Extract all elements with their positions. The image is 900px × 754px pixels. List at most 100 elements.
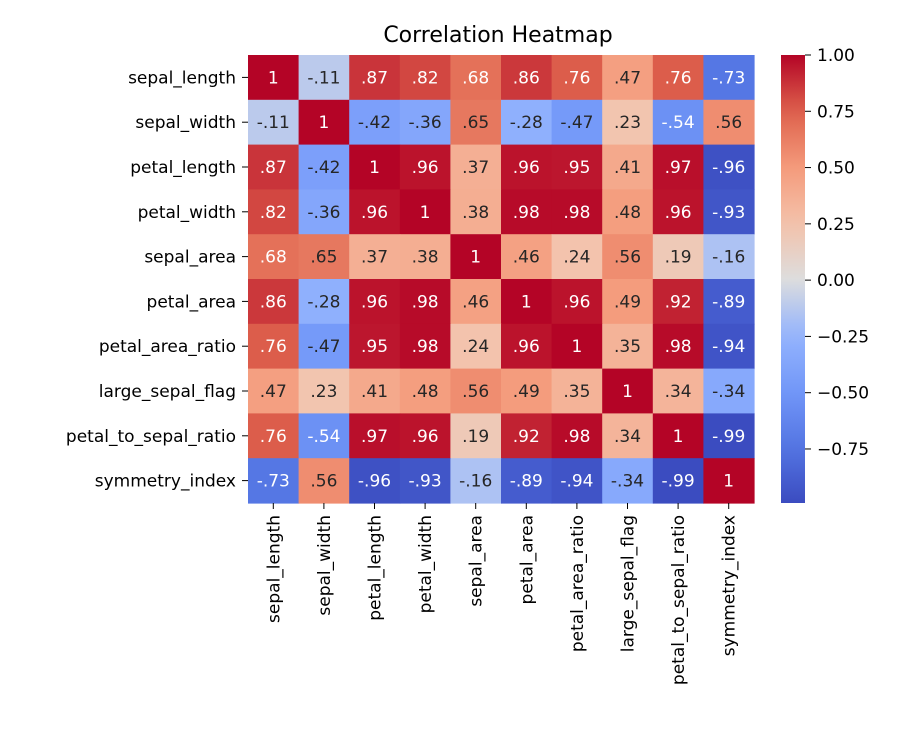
heatmap-cell (703, 189, 755, 235)
heatmap-cell (298, 189, 350, 235)
colorbar-tick-label: 0.75 (817, 102, 855, 122)
heatmap-cell (349, 323, 401, 370)
heatmap-cell (298, 279, 350, 325)
heatmap-cell (501, 55, 553, 101)
heatmap-cell (399, 55, 451, 101)
cell-value-label: .97 (361, 427, 388, 447)
cell-value-label: .47 (260, 382, 287, 402)
heatmap-cell (703, 144, 755, 190)
heatmap-cell (703, 323, 755, 370)
cell-value-label: .96 (563, 292, 590, 312)
cell-value-label: .96 (665, 203, 692, 223)
cell-value-label: -.89 (510, 472, 543, 492)
cell-value-label: .48 (412, 382, 439, 402)
heatmap-cell (703, 458, 755, 504)
cell-value-label: .76 (260, 337, 287, 357)
heatmap-cell (602, 368, 654, 414)
colorbar-tick-label: 0.50 (817, 159, 855, 179)
heatmap-cell (248, 413, 300, 459)
cell-value-label: .96 (412, 427, 439, 447)
cell-value-label: .47 (614, 68, 641, 88)
cell-value-label: -.11 (257, 113, 290, 133)
y-axis: sepal_length sepal_width petal_lengthpetal… (66, 68, 248, 492)
cell-value-label: -.47 (560, 113, 593, 133)
cell-value-label: .41 (614, 158, 641, 178)
chart-title: Correlation Heatmap (383, 23, 612, 48)
heatmap-cell (602, 189, 654, 235)
cell-value-label: .98 (665, 337, 692, 357)
cell-value-label: -.99 (662, 472, 695, 492)
heatmap-cell (652, 99, 704, 146)
cell-value-label: .49 (614, 292, 641, 312)
heatmap-cell (248, 368, 300, 414)
heatmap-cell (551, 55, 603, 101)
cell-value-label: .19 (665, 248, 692, 268)
cell-value-label: .96 (513, 337, 540, 357)
colorbar-tick-label: 0.25 (817, 215, 855, 235)
cell-value-label: 1 (470, 248, 481, 268)
cell-value-label: .49 (513, 382, 540, 402)
y-tick-label: large_sepal_flag (99, 382, 236, 402)
cell-value-label: -.89 (712, 292, 745, 312)
cell-value-label: -.42 (358, 113, 391, 133)
cell-value-label: -.42 (307, 158, 340, 178)
heatmap-cell (652, 323, 704, 370)
heatmap-cell (349, 279, 401, 325)
heatmap-cell (349, 189, 401, 235)
cell-value-label: .65 (310, 248, 337, 268)
y-tick-label: petal_width (138, 203, 236, 223)
heatmap-cell (551, 279, 603, 325)
heatmap-cell (551, 458, 603, 504)
heatmap-cell (399, 279, 451, 325)
heatmap-cell (602, 144, 654, 190)
cell-value-label: -.36 (409, 113, 442, 133)
cell-value-label: .92 (513, 427, 540, 447)
heatmap-cell (298, 368, 350, 414)
y-tick-label: sepal_length (128, 68, 236, 88)
heatmap-cell (501, 323, 553, 370)
y-tick-label: petal_area (147, 292, 236, 312)
x-tick-label: petal_to_sepal_ratio (669, 515, 689, 685)
cell-value-label: .68 (260, 248, 287, 268)
heatmap-cell-labels: 1 -.11.87.82.68.86.76.47.76 -.73-.11 1 -.42-… (257, 68, 746, 491)
heatmap-cell (450, 234, 502, 280)
cell-value-label: .96 (361, 203, 388, 223)
cell-value-label: .98 (563, 203, 590, 223)
x-tick-label: petal_length (366, 515, 386, 621)
x-tick-label: petal_area_ratio (568, 515, 588, 652)
cell-value-label: -.99 (712, 427, 745, 447)
cell-value-label: -.28 (510, 113, 543, 133)
cell-value-label: -.93 (712, 203, 745, 223)
heatmap-cell (248, 234, 300, 280)
cell-value-label: -.73 (712, 68, 745, 88)
heatmap-cell (248, 144, 300, 190)
heatmap-cell (602, 458, 654, 504)
heatmap-cell (703, 99, 755, 146)
cell-value-label: .98 (513, 203, 540, 223)
cell-value-label: .98 (412, 337, 439, 357)
heatmap-cell (450, 189, 502, 235)
cell-value-label: 1 (723, 472, 734, 492)
cell-value-label: 1 (521, 292, 532, 312)
heatmap-cells (248, 55, 755, 504)
heatmap-cell (298, 55, 350, 101)
heatmap-cell (551, 323, 603, 370)
y-tick-label: sepal_width (135, 113, 236, 133)
cell-value-label: .24 (462, 337, 489, 357)
cell-value-label: .37 (361, 248, 388, 268)
cell-value-label: .98 (412, 292, 439, 312)
cell-value-label: .41 (361, 382, 388, 402)
heatmap-cell (298, 234, 350, 280)
cell-value-label: -.11 (307, 68, 340, 88)
heatmap-cell (652, 413, 704, 459)
y-tick-label: petal_to_sepal_ratio (66, 427, 236, 447)
cell-value-label: .97 (665, 158, 692, 178)
heatmap-cell (652, 368, 704, 414)
heatmap-cell (501, 368, 553, 414)
heatmap-cell (551, 99, 603, 146)
x-tick-label: sepal_area (467, 515, 487, 607)
cell-value-label: .87 (260, 158, 287, 178)
cell-value-label: .76 (665, 68, 692, 88)
cell-value-label: .92 (665, 292, 692, 312)
heatmap-cell (248, 99, 300, 146)
